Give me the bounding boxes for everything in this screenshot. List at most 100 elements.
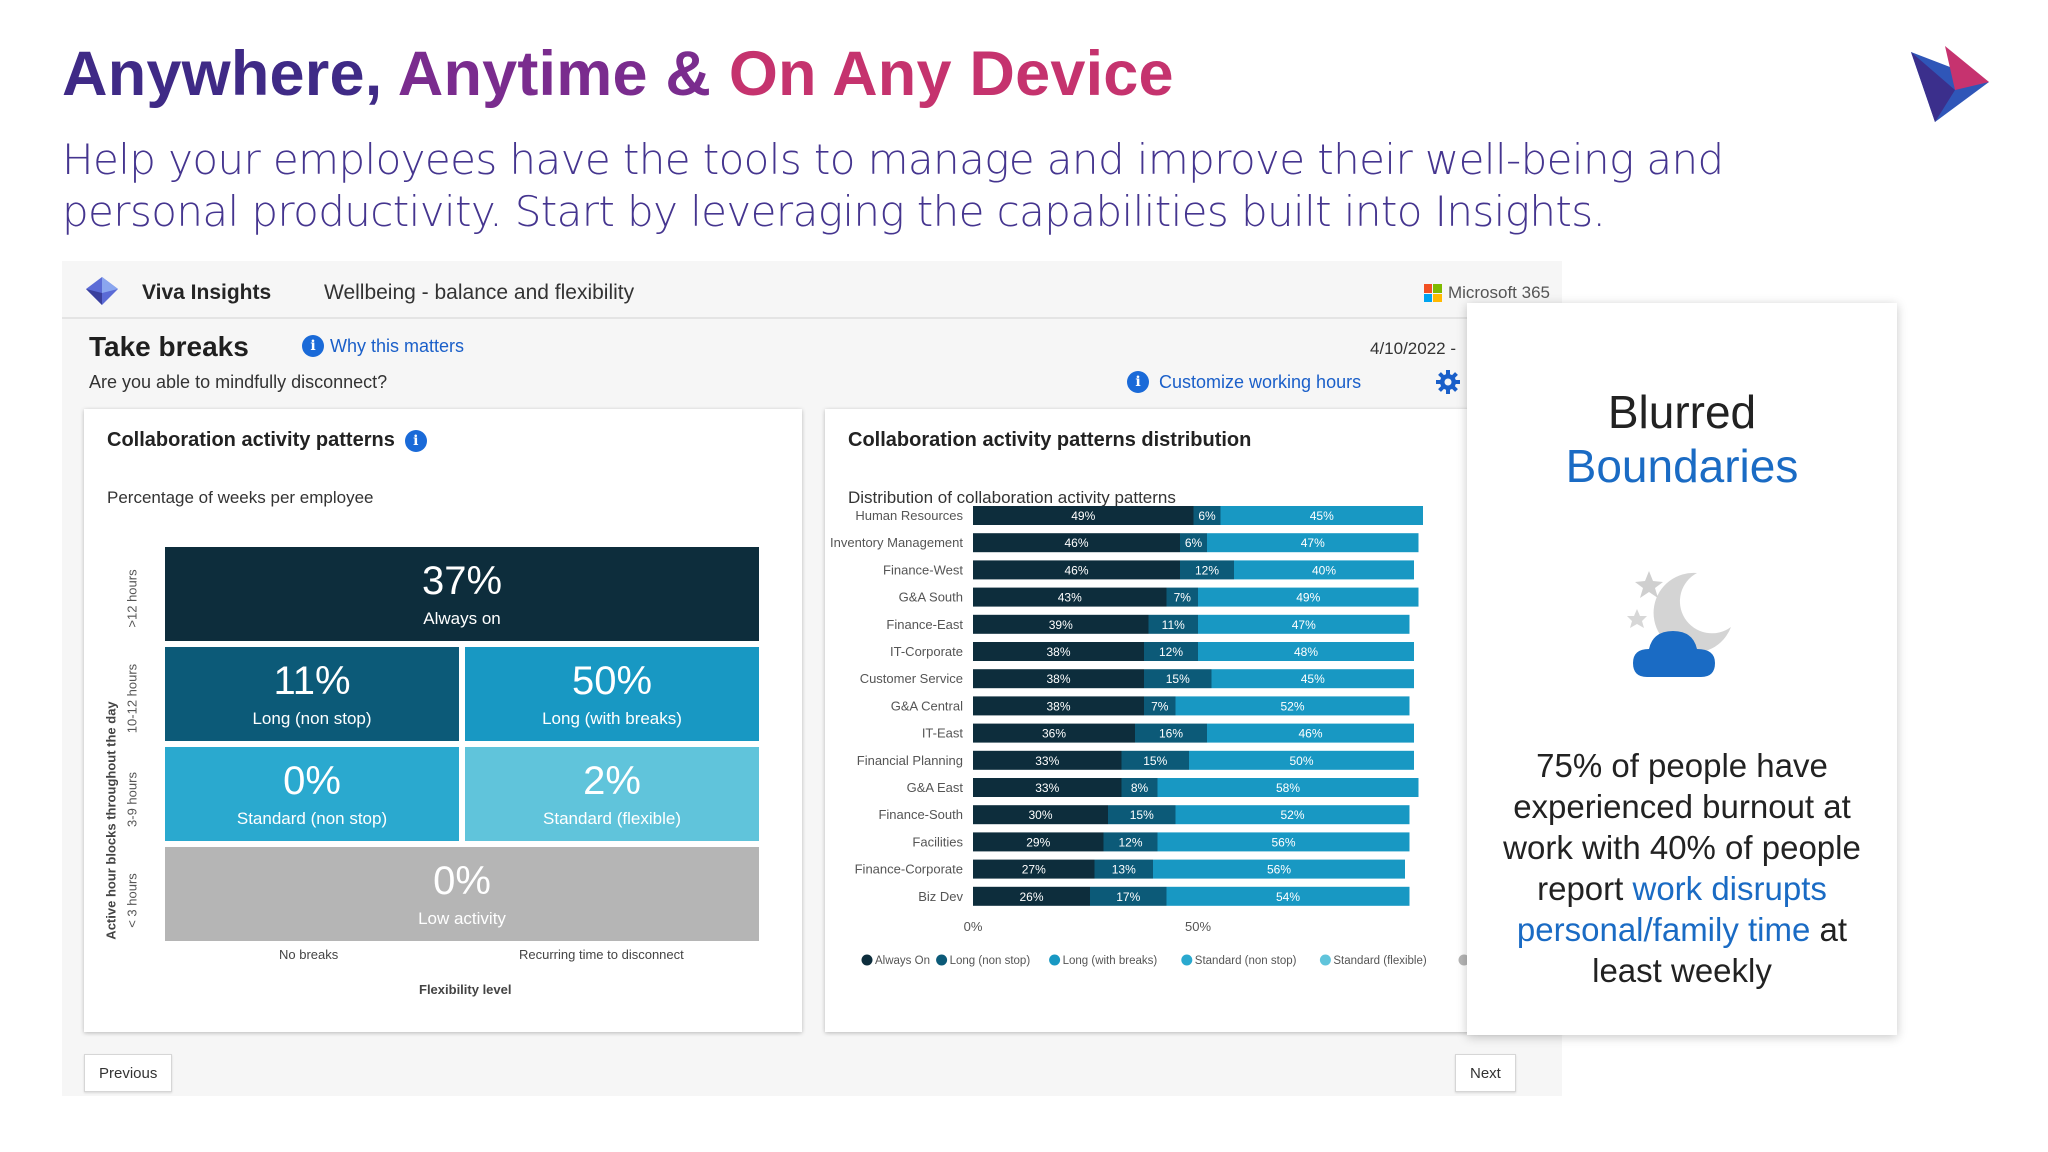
tile-label: Long (non stop) xyxy=(252,709,372,728)
bar-data-label: 30% xyxy=(1028,808,1052,822)
customize-link-label: Customize working hours xyxy=(1159,371,1362,392)
info-icon: i xyxy=(1127,371,1149,393)
page-title: Take breaks xyxy=(89,331,249,362)
info-icon: i xyxy=(302,335,324,357)
bar-segment xyxy=(973,642,1144,661)
bar-segment xyxy=(1166,587,1198,607)
tile-always-on[interactable]: 37% Always on xyxy=(165,547,759,641)
bar-data-label: 52% xyxy=(1280,808,1304,822)
date-range[interactable]: 4/10/2022 - xyxy=(1370,339,1457,358)
bar-data-label: 49% xyxy=(1296,591,1320,605)
bar-data-label: 15% xyxy=(1130,808,1154,822)
callout-body-before: 75% of people have experienced burnout a… xyxy=(1503,747,1861,907)
bar-data-label: 38% xyxy=(1046,645,1070,659)
bar-segment xyxy=(1121,778,1158,797)
gear-icon[interactable] xyxy=(1435,369,1461,395)
bar-data-label: 33% xyxy=(1035,754,1059,768)
category-label: Financial Planning xyxy=(857,753,963,768)
legend-swatch xyxy=(1181,954,1193,966)
tile-pct: 50% xyxy=(571,659,653,703)
viva-insights-logo-icon xyxy=(86,277,118,305)
tile-pct: 0% xyxy=(283,759,341,803)
bar-segment xyxy=(973,560,1180,580)
tile-label: Standard (non stop) xyxy=(236,809,388,828)
tile-standard-non-stop[interactable]: 0% Standard (non stop) xyxy=(165,747,459,841)
bar-segment xyxy=(1193,506,1221,525)
bar-data-label: 33% xyxy=(1035,781,1059,795)
bar-segment xyxy=(1220,506,1423,525)
bar-segment xyxy=(973,805,1108,825)
bar-segment xyxy=(973,832,1104,852)
bar-segment xyxy=(973,614,1149,634)
row-label-over-12: >12 hours xyxy=(124,569,140,628)
row-label-3-9: 3-9 hours xyxy=(124,772,140,827)
bar-segment xyxy=(1144,642,1198,661)
bar-segment xyxy=(1157,832,1410,852)
matrix-subtitle: Percentage of weeks per employee xyxy=(107,488,374,507)
bar-data-label: 29% xyxy=(1026,835,1050,849)
bar-segment xyxy=(1144,669,1212,689)
page-question: Are you able to mindfully disconnect? xyxy=(89,372,388,392)
slide-subtitle: Help your employees have the tools to ma… xyxy=(62,135,1724,236)
category-label: IT-East xyxy=(922,726,964,741)
category-label: Inventory Management xyxy=(830,535,963,550)
bar-data-label: 11% xyxy=(1162,618,1185,632)
tile-low-activity[interactable]: 0% Low activity xyxy=(165,847,759,941)
callout-body-highlight: work disrupts personal/family time xyxy=(1516,870,1827,948)
callout-title-line1: Blurred xyxy=(1607,386,1757,438)
bar-segment xyxy=(1175,696,1410,716)
bar-segment xyxy=(1153,859,1405,879)
col-label-recurring: Recurring time to disconnect xyxy=(519,947,684,962)
legend-label: Long (non stop) xyxy=(950,955,1031,967)
callout-title-line2: Boundaries xyxy=(1565,440,1799,492)
bar-data-label: 6% xyxy=(1185,536,1203,550)
previous-button[interactable]: Previous xyxy=(84,1054,173,1092)
bar-segment xyxy=(1148,614,1198,634)
bar-segment xyxy=(973,750,1122,770)
bar-data-label: 27% xyxy=(1022,863,1046,877)
row-label-under-3: < 3 hours xyxy=(124,873,140,928)
bar-segment xyxy=(1198,642,1414,661)
microsoft-logo-icon xyxy=(1423,284,1442,302)
next-button[interactable]: Next xyxy=(1455,1054,1516,1092)
x-tick-label: 0% xyxy=(964,919,983,934)
category-label: G&A South xyxy=(899,590,963,605)
distribution-subtitle: Distribution of collaboration activity p… xyxy=(848,488,1176,507)
category-label: Facilities xyxy=(912,834,963,849)
bar-data-label: 58% xyxy=(1276,781,1300,795)
why-this-matters-link[interactable]: i Why this matters xyxy=(302,335,464,357)
bar-segment xyxy=(1234,560,1414,580)
bar-segment xyxy=(1189,750,1414,770)
legend-swatch xyxy=(1458,954,1470,966)
bar-segment xyxy=(1144,696,1176,716)
legend-label: Always On xyxy=(875,955,930,967)
category-label: Finance-West xyxy=(883,562,963,577)
x-tick-label: 50% xyxy=(1185,919,1211,934)
tile-label: Long (with breaks) xyxy=(542,709,682,728)
bar-data-label: 26% xyxy=(1019,890,1043,904)
app-header: Viva Insights Wellbeing - balance and fl… xyxy=(62,261,1562,319)
tile-long-non-stop[interactable]: 11% Long (non stop) xyxy=(165,647,459,741)
bar-data-label: 6% xyxy=(1198,509,1216,523)
tile-standard-flexible[interactable]: 2% Standard (flexible) xyxy=(465,747,759,841)
slide-title-part3: On Any Device xyxy=(728,39,1174,109)
bar-segment xyxy=(973,669,1144,689)
callout-body: 75% of people have experienced burnout a… xyxy=(1487,745,1877,991)
legend-label: Standard (non stop) xyxy=(1195,955,1297,967)
bar-segment xyxy=(973,723,1135,743)
bar-segment xyxy=(1198,587,1419,607)
matrix-x-axis-title: Flexibility level xyxy=(419,982,512,997)
suite-name: Microsoft 365 xyxy=(1447,283,1550,302)
bar-segment xyxy=(1198,614,1410,634)
bar-segment xyxy=(1090,886,1167,906)
why-link-label: Why this matters xyxy=(330,335,465,356)
bar-data-label: 46% xyxy=(1064,563,1088,577)
legend-swatch xyxy=(936,954,948,966)
category-label: Finance-Corporate xyxy=(855,862,963,877)
tile-pct: 2% xyxy=(583,759,641,803)
bar-data-label: 12% xyxy=(1195,563,1219,577)
tile-long-with-breaks[interactable]: 50% Long (with breaks) xyxy=(465,647,759,741)
customize-working-hours-link[interactable]: i Customize working hours xyxy=(1127,371,1361,393)
info-icon[interactable]: i xyxy=(404,429,427,452)
distribution-stacked-bar-chart: Human Resources 49% 6% 45% Inventory Managem… xyxy=(830,506,1503,967)
